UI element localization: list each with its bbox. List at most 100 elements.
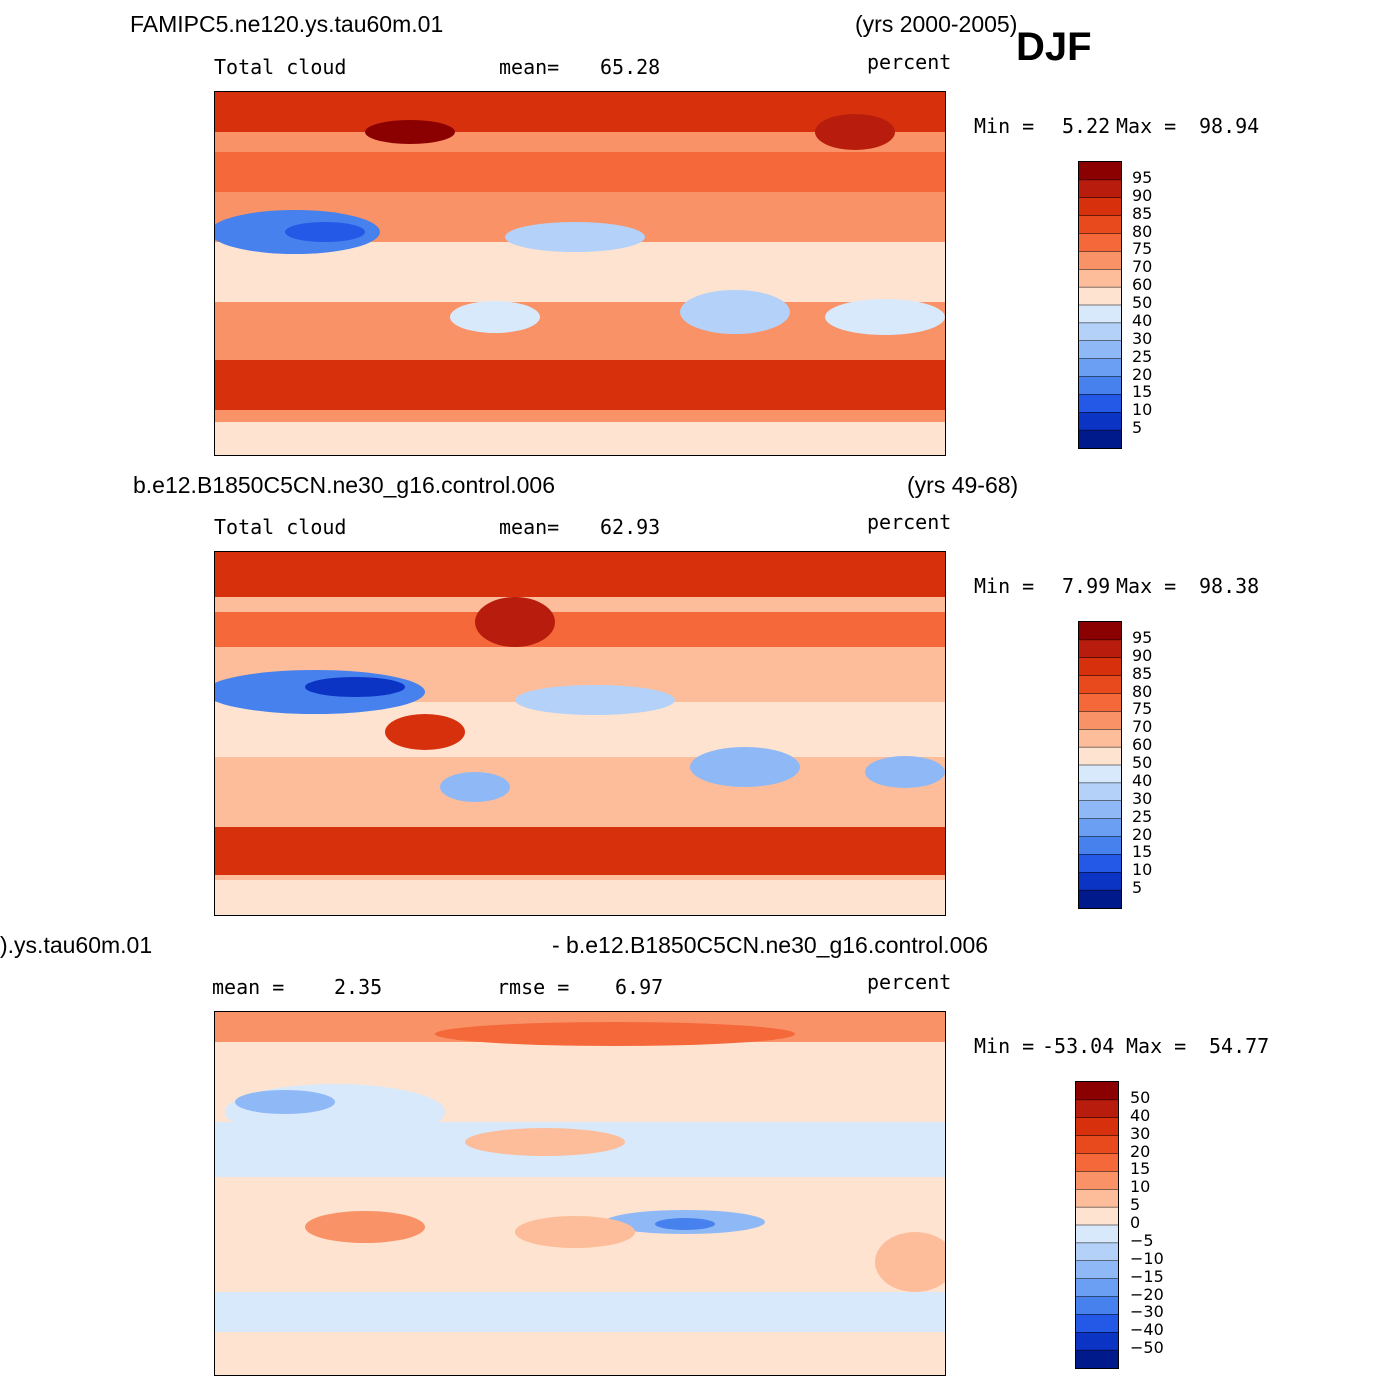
colorbar-tick-label: −15 <box>1130 1266 1164 1286</box>
panel1-colorbar <box>1078 161 1122 449</box>
colorbar-swatch <box>1079 215 1121 235</box>
colorbar-swatch <box>1076 1296 1118 1315</box>
colorbar-tick-label: 40 <box>1132 770 1153 790</box>
panel3-map <box>214 1011 946 1376</box>
colorbar-swatch <box>1076 1082 1118 1101</box>
colorbar-tick-label: 70 <box>1132 257 1153 277</box>
colorbar-swatch <box>1079 376 1121 395</box>
colorbar-swatch <box>1079 693 1121 712</box>
colorbar-swatch <box>1079 269 1121 288</box>
colorbar-tick-label: 90 <box>1132 645 1153 665</box>
colorbar-tick-label: 85 <box>1132 663 1153 683</box>
colorbar-tick-label: 60 <box>1132 735 1153 755</box>
colorbar-tick-label: 10 <box>1130 1177 1151 1197</box>
colorbar-swatch <box>1079 162 1121 181</box>
colorbar-swatch <box>1079 657 1121 677</box>
colorbar-tick-label: 70 <box>1132 717 1153 737</box>
panel2-map <box>214 551 946 916</box>
panel3-max-label: Max = <box>1126 1034 1187 1058</box>
colorbar-swatch <box>1079 197 1121 217</box>
colorbar-tick-label: 15 <box>1132 382 1153 402</box>
colorbar-tick-label: 50 <box>1132 753 1153 772</box>
colorbar-tick-label: 95 <box>1132 627 1153 647</box>
colorbar-tick-label: 80 <box>1132 221 1153 241</box>
colorbar-tick-label: 15 <box>1130 1159 1151 1179</box>
colorbar-swatch <box>1076 1314 1118 1333</box>
panel3-rmse-label: rmse = <box>497 975 570 999</box>
panel3-rmse-value: 6.97 <box>615 975 664 999</box>
colorbar-swatch <box>1076 1332 1118 1351</box>
colorbar-tick-label: −5 <box>1130 1230 1154 1250</box>
panel2-mean-value: 62.93 <box>600 515 661 539</box>
panel2-variable: Total cloud <box>214 515 347 539</box>
panel3-right-title: - b.e12.B1850C5CN.ne30_g16.control.006 <box>552 932 989 958</box>
panel3-colorbar <box>1075 1081 1119 1369</box>
panel1-min-value: 5.22 <box>1062 114 1111 138</box>
colorbar-swatch <box>1079 322 1121 342</box>
panel3-units: percent <box>867 970 952 994</box>
panel3-mean-label: mean = <box>212 975 285 999</box>
colorbar-swatch <box>1079 729 1121 748</box>
colorbar-swatch <box>1076 1260 1118 1280</box>
panel1-variable: Total cloud <box>214 55 347 79</box>
colorbar-swatch <box>1079 818 1121 838</box>
colorbar-tick-label: 20 <box>1132 824 1153 844</box>
colorbar-tick-label: 80 <box>1132 681 1153 701</box>
colorbar-tick-label: 30 <box>1132 788 1153 808</box>
panel1-max-label: Max = <box>1116 114 1177 138</box>
colorbar-swatch <box>1079 430 1121 448</box>
panel1-mean-label: mean= <box>499 55 560 79</box>
panel2-run-name: b.e12.B1850C5CN.ne30_g16.control.006 <box>133 472 555 498</box>
colorbar-swatch <box>1079 800 1121 820</box>
colorbar-swatch <box>1079 340 1121 360</box>
colorbar-swatch <box>1079 412 1121 431</box>
colorbar-tick-label: −10 <box>1130 1248 1164 1268</box>
colorbar-tick-label: 5 <box>1132 418 1143 438</box>
panel3-max-value: 54.77 <box>1209 1034 1270 1058</box>
season-label: DJF <box>1016 25 1092 69</box>
colorbar-swatch <box>1076 1278 1118 1298</box>
colorbar-tick-label: 95 <box>1132 167 1153 187</box>
colorbar-swatch <box>1079 890 1121 908</box>
colorbar-tick-label: 5 <box>1130 1195 1141 1215</box>
colorbar-swatch <box>1076 1225 1118 1244</box>
colorbar-tick-label: 40 <box>1132 310 1153 330</box>
panel2-units: percent <box>867 510 952 534</box>
colorbar-tick-label: 25 <box>1132 806 1153 826</box>
colorbar-swatch <box>1079 836 1121 855</box>
colorbar-swatch <box>1079 711 1121 730</box>
colorbar-swatch <box>1079 358 1121 378</box>
colorbar-tick-label: 25 <box>1132 346 1153 366</box>
panel2-max-value: 98.38 <box>1199 574 1260 598</box>
colorbar-tick-label: 15 <box>1132 842 1153 862</box>
colorbar-swatch <box>1076 1135 1118 1155</box>
panel2-mean-label: mean= <box>499 515 560 539</box>
colorbar-tick-label: −50 <box>1130 1338 1164 1358</box>
colorbar-swatch <box>1079 233 1121 252</box>
panel1-units: percent <box>867 50 952 74</box>
colorbar-tick-label: −20 <box>1130 1284 1164 1304</box>
colorbar-tick-label: 90 <box>1132 185 1153 205</box>
colorbar-tick-label: −40 <box>1130 1320 1164 1340</box>
colorbar-tick-label: 20 <box>1130 1141 1151 1161</box>
colorbar-tick-label: 75 <box>1132 239 1153 259</box>
panel1-min-label: Min = <box>974 114 1035 138</box>
colorbar-tick-label: 5 <box>1132 878 1143 898</box>
colorbar-swatch <box>1079 854 1121 873</box>
panel2-colorbar <box>1078 621 1122 909</box>
colorbar-tick-label: 50 <box>1130 1087 1151 1107</box>
panel2-min-value: 7.99 <box>1062 574 1111 598</box>
colorbar-tick-label: −30 <box>1130 1302 1164 1322</box>
panel2-years: (yrs 49-68) <box>907 472 1019 498</box>
colorbar-swatch <box>1079 622 1121 641</box>
colorbar-tick-label: 85 <box>1132 203 1153 223</box>
panel2-min-label: Min = <box>974 574 1035 598</box>
colorbar-tick-label: 30 <box>1132 328 1153 348</box>
colorbar-tick-label: 60 <box>1132 275 1153 295</box>
colorbar-swatch <box>1076 1099 1118 1119</box>
colorbar-swatch <box>1079 872 1121 891</box>
panel3-left-title: ).ys.tau60m.01 <box>0 932 153 958</box>
colorbar-swatch <box>1076 1350 1118 1368</box>
colorbar-swatch <box>1076 1242 1118 1262</box>
colorbar-tick-label: 40 <box>1130 1105 1151 1125</box>
